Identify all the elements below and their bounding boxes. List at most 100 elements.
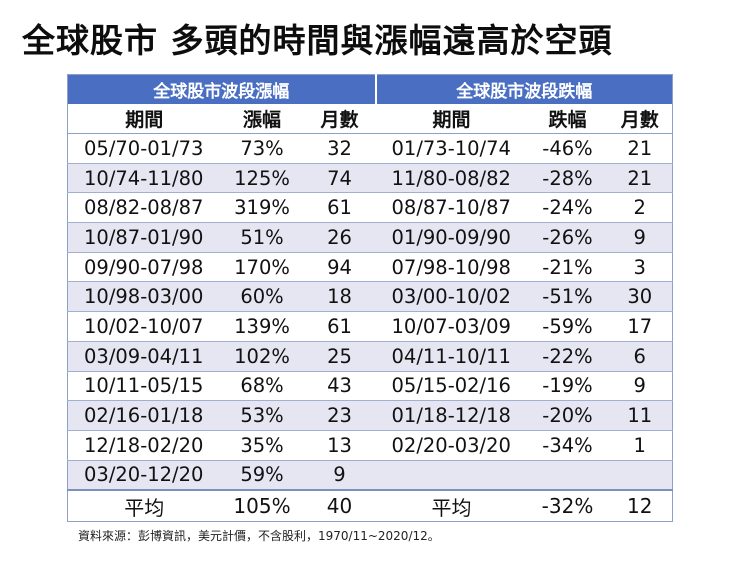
rally-gain-cell: 53%: [220, 400, 304, 431]
table-row: 10/87-01/90 51% 26 01/90-09/90 -26% 9: [67, 222, 673, 253]
decline-months-cell: 30: [607, 281, 673, 313]
decline-period-cell: 08/87-10/87: [375, 192, 528, 224]
decline-loss-cell: -22%: [527, 341, 608, 372]
column-header-loss: 跌幅: [527, 104, 608, 134]
decline-loss-cell: -59%: [527, 311, 608, 342]
rally-months-cell: 25: [303, 341, 376, 372]
column-header-gain: 漲幅: [220, 104, 304, 134]
column-header-months: 月數: [607, 104, 673, 134]
section-header-decline: 全球股市波段跌幅: [375, 74, 673, 104]
decline-months-cell: 9: [607, 371, 673, 402]
decline-period-cell: [375, 460, 528, 491]
rally-gain-cell: 68%: [220, 371, 304, 402]
table-row: 03/20-12/20 59% 9: [67, 460, 673, 491]
rally-period-cell: 10/11-05/15: [67, 371, 221, 402]
average-gain: 105%: [220, 489, 304, 522]
table-row: 10/98-03/00 60% 18 03/00-10/02 -51% 30: [67, 281, 673, 313]
rally-period-cell: 03/20-12/20: [67, 460, 221, 491]
decline-months-cell: [607, 460, 673, 491]
rally-months-cell: 13: [303, 430, 376, 461]
rally-gain-cell: 139%: [220, 311, 304, 342]
decline-period-cell: 03/00-10/02: [375, 281, 528, 313]
rally-gain-cell: 51%: [220, 222, 304, 253]
column-header-months: 月數: [303, 104, 376, 134]
decline-period-cell: 10/07-03/09: [375, 311, 528, 342]
decline-period-cell: 01/73-10/74: [375, 133, 528, 164]
column-header-period: 期間: [375, 104, 528, 134]
decline-months-cell: 11: [607, 400, 673, 431]
source-note: 資料來源：彭博資訊，美元計價，不含股利，1970/11~2020/12。: [78, 529, 440, 543]
average-label: 平均: [375, 489, 528, 522]
decline-period-cell: 01/18-12/18: [375, 400, 528, 431]
table-row: 10/74-11/80 125% 74 11/80-08/82 -28% 21: [67, 163, 673, 194]
rally-period-cell: 05/70-01/73: [67, 133, 221, 164]
market-cycles-table: 全球股市波段漲幅 全球股市波段跌幅 期間 漲幅 月數 期間 跌幅 月數 05/7…: [67, 74, 673, 523]
column-header-row: 期間 漲幅 月數 期間 跌幅 月數: [67, 104, 673, 134]
rally-period-cell: 10/74-11/80: [67, 163, 221, 194]
decline-period-cell: 04/11-10/11: [375, 341, 528, 372]
rally-period-cell: 08/82-08/87: [67, 192, 221, 224]
section-header-row: 全球股市波段漲幅 全球股市波段跌幅: [67, 74, 673, 104]
rally-gain-cell: 102%: [220, 341, 304, 372]
decline-loss-cell: -24%: [527, 192, 608, 224]
decline-loss-cell: [527, 460, 608, 491]
rally-period-cell: 03/09-04/11: [67, 341, 221, 372]
rally-months-cell: 43: [303, 371, 376, 402]
rally-months-cell: 94: [303, 252, 376, 283]
rally-months-cell: 18: [303, 281, 376, 313]
rally-months-cell: 9: [303, 460, 376, 491]
table-row: 10/02-10/07 139% 61 10/07-03/09 -59% 17: [67, 311, 673, 342]
rally-period-cell: 09/90-07/98: [67, 252, 221, 283]
decline-months-cell: 6: [607, 341, 673, 372]
rally-gain-cell: 59%: [220, 460, 304, 491]
average-decline-months: 12: [607, 489, 673, 522]
table-row: 12/18-02/20 35% 13 02/20-03/20 -34% 1: [67, 430, 673, 461]
decline-period-cell: 01/90-09/90: [375, 222, 528, 253]
decline-loss-cell: -19%: [527, 371, 608, 402]
decline-months-cell: 17: [607, 311, 673, 342]
decline-loss-cell: -34%: [527, 430, 608, 461]
decline-loss-cell: -21%: [527, 252, 608, 283]
rally-months-cell: 61: [303, 311, 376, 342]
rally-gain-cell: 319%: [220, 192, 304, 224]
decline-months-cell: 9: [607, 222, 673, 253]
table-row: 10/11-05/15 68% 43 05/15-02/16 -19% 9: [67, 371, 673, 402]
average-row: 平均 105% 40 平均 -32% 12: [67, 489, 673, 522]
rally-period-cell: 10/02-10/07: [67, 311, 221, 342]
decline-months-cell: 1: [607, 430, 673, 461]
page-title: 全球股市 多頭的時間與漲幅遠高於空頭: [22, 21, 613, 60]
rally-months-cell: 32: [303, 133, 376, 164]
decline-period-cell: 11/80-08/82: [375, 163, 528, 194]
section-header-rally: 全球股市波段漲幅: [67, 74, 377, 104]
rally-gain-cell: 125%: [220, 163, 304, 194]
average-rally-months: 40: [303, 489, 376, 522]
rally-period-cell: 10/98-03/00: [67, 281, 221, 313]
table-row: 02/16-01/18 53% 23 01/18-12/18 -20% 11: [67, 400, 673, 431]
table-row: 09/90-07/98 170% 94 07/98-10/98 -21% 3: [67, 252, 673, 283]
decline-period-cell: 02/20-03/20: [375, 430, 528, 461]
decline-months-cell: 2: [607, 192, 673, 224]
rally-period-cell: 02/16-01/18: [67, 400, 221, 431]
decline-months-cell: 3: [607, 252, 673, 283]
average-label: 平均: [67, 489, 221, 522]
rally-months-cell: 74: [303, 163, 376, 194]
rally-gain-cell: 35%: [220, 430, 304, 461]
average-loss: -32%: [527, 489, 608, 522]
decline-period-cell: 07/98-10/98: [375, 252, 528, 283]
decline-period-cell: 05/15-02/16: [375, 371, 528, 402]
rally-gain-cell: 73%: [220, 133, 304, 164]
rally-period-cell: 12/18-02/20: [67, 430, 221, 461]
rally-months-cell: 23: [303, 400, 376, 431]
decline-months-cell: 21: [607, 163, 673, 194]
rally-period-cell: 10/87-01/90: [67, 222, 221, 253]
decline-loss-cell: -20%: [527, 400, 608, 431]
column-header-period: 期間: [67, 104, 221, 134]
table-row: 03/09-04/11 102% 25 04/11-10/11 -22% 6: [67, 341, 673, 372]
table-row: 08/82-08/87 319% 61 08/87-10/87 -24% 2: [67, 192, 673, 224]
rally-gain-cell: 170%: [220, 252, 304, 283]
decline-months-cell: 21: [607, 133, 673, 164]
rally-months-cell: 61: [303, 192, 376, 224]
table-row: 05/70-01/73 73% 32 01/73-10/74 -46% 21: [67, 133, 673, 164]
decline-loss-cell: -46%: [527, 133, 608, 164]
rally-months-cell: 26: [303, 222, 376, 253]
